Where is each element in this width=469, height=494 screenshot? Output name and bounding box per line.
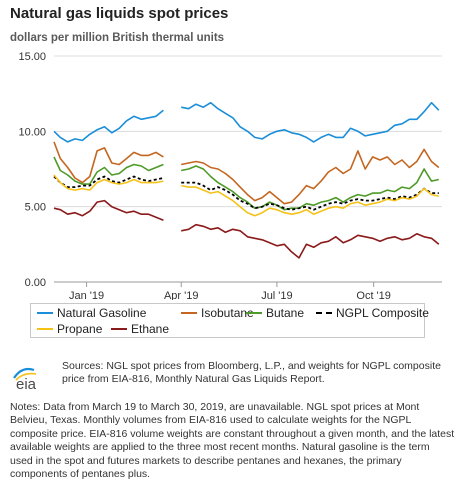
legend-label: Ethane: [131, 322, 170, 336]
x-tick-label: Jan '19: [69, 290, 104, 300]
legend-swatch: [111, 328, 127, 330]
series-line-butane: [181, 165, 439, 211]
y-tick-label: 5.00: [25, 202, 46, 214]
x-tick-label: Apr '19: [164, 290, 199, 300]
legend-swatch: [37, 312, 53, 314]
x-tick-label: Jul '19: [261, 290, 292, 300]
eia-logo: eia: [13, 367, 37, 392]
legend-label: Isobutane: [201, 306, 254, 320]
x-tick-label: Oct '19: [356, 290, 391, 300]
legend-swatch: [181, 312, 197, 314]
legend-label: NGPL Composite: [336, 306, 429, 320]
legend-label: Natural Gasoline: [57, 306, 147, 320]
series-line-ngpl-composite: [181, 181, 439, 211]
sources-text: Sources: NGL spot prices from Bloomberg,…: [62, 360, 441, 385]
y-tick-label: 0.00: [25, 277, 46, 289]
series-line-isobutane: [181, 148, 440, 205]
chart-subtitle: dollars per million British thermal unit…: [10, 32, 225, 44]
series-line-isobutane: [53, 141, 164, 184]
series-line-natural-gasoline: [53, 109, 164, 143]
series-line-natural-gasoline: [181, 101, 440, 143]
series-line-ethane: [53, 199, 164, 221]
notes-text: Notes: Data from March 19 to March 30, 2…: [10, 401, 455, 481]
chart-title: Natural gas liquids spot prices: [10, 5, 229, 22]
legend-swatch: [37, 328, 53, 330]
chart-legend: Natural Gasoline Isobutane Butane NGPL Comp…: [30, 303, 429, 338]
legend-swatch: [246, 312, 262, 314]
series-line-butane: [53, 156, 164, 185]
y-tick-label: 15.00: [18, 51, 46, 63]
eia-logo-text: eia: [16, 376, 37, 392]
legend-label: Propane: [57, 322, 103, 336]
legend-label: Butane: [266, 306, 305, 320]
series-line-propane: [181, 184, 439, 217]
series-line-ethane: [181, 223, 440, 259]
series-line-propane: [53, 174, 164, 191]
line-chart: 0.00 5.00 10.00 15.00 Jan '19 Apr '19 Jul '19 O…: [18, 51, 442, 300]
legend-swatch: [316, 312, 332, 314]
y-tick-label: 10.00: [18, 126, 46, 138]
series-line-ngpl-composite: [53, 175, 164, 188]
